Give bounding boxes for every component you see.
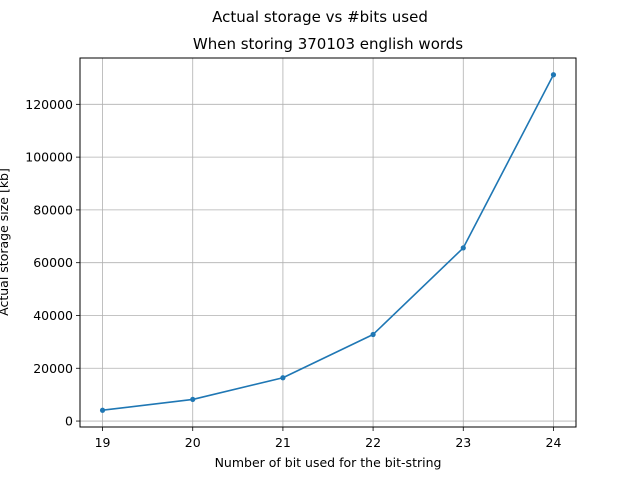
x-tick-label: 22 xyxy=(365,435,381,450)
data-point xyxy=(550,72,557,78)
figure-suptitle: Actual storage vs #bits used xyxy=(212,8,428,26)
data-point xyxy=(460,245,466,251)
ticks: 19 20 21 22 23 24 0 20000 40000 60000 80000 100000 1… xyxy=(25,97,561,450)
chart-title: When storing 370103 english words xyxy=(193,35,463,53)
series-layer xyxy=(99,72,557,413)
x-axis-label: Number of bit used for the bit-string xyxy=(215,455,442,470)
y-tick-label: 20000 xyxy=(33,361,73,376)
x-tick-label: 21 xyxy=(275,435,291,450)
y-tick-label: 80000 xyxy=(33,202,73,217)
data-point xyxy=(99,407,106,413)
y-axis-label: Actual storage size [kb] xyxy=(0,168,11,316)
y-tick-label: 120000 xyxy=(25,97,73,112)
x-tick-label: 24 xyxy=(546,435,562,450)
data-point xyxy=(370,331,376,338)
data-point xyxy=(190,396,196,403)
axes-frame xyxy=(79,57,577,428)
y-tick-label: 40000 xyxy=(33,308,73,323)
x-tick-label: 20 xyxy=(185,435,201,450)
y-tick-label: 60000 xyxy=(33,255,73,270)
y-tick-label: 100000 xyxy=(25,150,73,165)
x-tick-label: 23 xyxy=(455,435,471,450)
grid xyxy=(80,58,576,427)
data-point xyxy=(280,375,286,381)
series-line xyxy=(102,74,555,412)
x-tick-label: 19 xyxy=(95,435,111,450)
y-tick-label: 0 xyxy=(65,414,73,429)
